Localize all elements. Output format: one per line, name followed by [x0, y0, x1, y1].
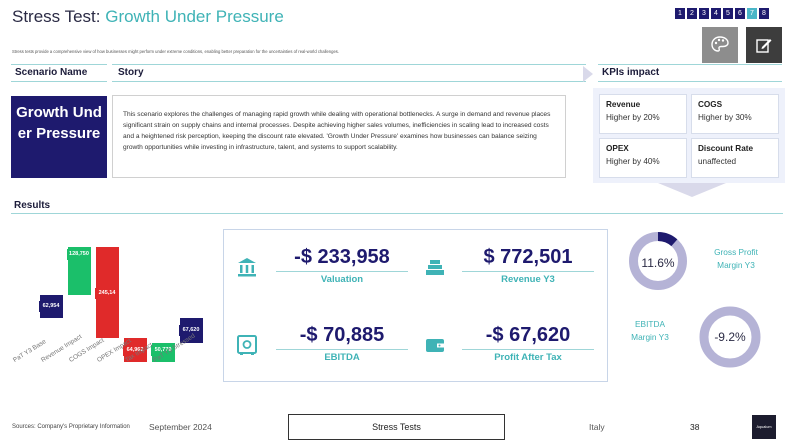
palette-icon [711, 36, 729, 52]
page-button-8[interactable]: 8 [759, 8, 769, 19]
page-title-main: Stress Test: [12, 7, 106, 26]
page-button-6[interactable]: 6 [735, 8, 745, 19]
ebitda-margin-donut [699, 306, 761, 368]
ebitda-margin-label: EBITDA Margin Y3 [616, 318, 684, 344]
footer-section: Stress Tests [288, 414, 505, 440]
page-button-5[interactable]: 5 [723, 8, 733, 19]
profit-after-tax-label: Profit After Tax [494, 352, 562, 363]
metric-divider [462, 349, 594, 350]
donut-label-line: EBITDA [635, 319, 665, 329]
kpi-title: COGS [698, 100, 723, 109]
profit-after-tax-value: -$ 67,620 [485, 324, 571, 346]
story-text: This scenario explores the challenges of… [112, 95, 566, 178]
valuation-value: -$ 233,958 [294, 246, 390, 268]
kpi-card-opex: OPEX Higher by 40% [599, 138, 687, 178]
gross-profit-margin-value: 11.6% [641, 256, 675, 270]
waterfall-value-label: 62,954 [39, 301, 63, 313]
gross-profit-arc [629, 232, 687, 290]
page-button-7[interactable]: 7 [747, 8, 757, 19]
kpi-value: unaffected [698, 157, 737, 166]
ebitda-label: EBITDA [324, 352, 360, 363]
ebitda-margin-value: -9.2% [714, 330, 746, 344]
kpi-value: Higher by 40% [606, 157, 660, 166]
footer-country: Italy [589, 422, 605, 432]
metric-divider [276, 271, 408, 272]
arrow-right-icon [583, 66, 593, 82]
story-header: Story [112, 64, 586, 82]
footer-source: Sources: Company's Proprietary Informati… [12, 424, 130, 430]
safe-icon [237, 335, 257, 355]
edit-button[interactable] [746, 27, 782, 63]
kpis-header: KPIs impact [598, 64, 782, 82]
donut-label-line: Gross Profit [714, 247, 758, 257]
page-button-4[interactable]: 4 [711, 8, 721, 19]
kpi-panel: Revenue Higher by 20% COGS Higher by 30%… [593, 88, 785, 183]
gross-profit-donut [629, 232, 687, 290]
kpi-card-revenue: Revenue Higher by 20% [599, 94, 687, 134]
page-subtitle: Stress tests provide a comprehensive vie… [12, 49, 340, 54]
metric-divider [276, 349, 408, 350]
donut-label-line: Margin Y3 [631, 332, 669, 342]
footer-date: September 2024 [149, 422, 212, 432]
kpi-value: Higher by 30% [698, 113, 752, 122]
kpi-title: Revenue [606, 100, 641, 109]
money-stack-icon [426, 260, 444, 275]
metrics-panel: -$ 233,958 Valuation $ 772,501 Revenue Y… [223, 229, 608, 382]
results-divider [11, 213, 783, 214]
waterfall-value-label: 128,750 [67, 249, 91, 261]
donut-label-line: Margin Y3 [717, 260, 755, 270]
metric-divider [462, 271, 594, 272]
valuation-label: Valuation [320, 274, 364, 285]
revenue-y3-label: Revenue Y3 [501, 274, 555, 285]
waterfall-value-label: 67,620 [179, 325, 203, 337]
results-header: Results [14, 200, 51, 211]
footer-page-number: 38 [690, 422, 700, 432]
company-logo: Aqualum [752, 415, 776, 439]
revenue-y3-value: $ 772,501 [483, 246, 573, 268]
page-title-accent: Growth Under Pressure [105, 7, 284, 26]
ebitda-value: -$ 70,885 [299, 324, 385, 346]
waterfall-value-label: 50,779 [151, 344, 175, 356]
page-button-2[interactable]: 2 [687, 8, 697, 19]
waterfall-value-label: 64,962 [123, 344, 147, 356]
kpi-title: OPEX [606, 144, 629, 153]
kpi-title: Discount Rate [698, 144, 754, 153]
kpi-value: Higher by 20% [606, 113, 660, 122]
kpi-card-cogs: COGS Higher by 30% [691, 94, 779, 134]
arrow-down-icon [658, 183, 726, 197]
page-button-3[interactable]: 3 [699, 8, 709, 19]
gross-profit-margin-label: Gross Profit Margin Y3 [700, 246, 772, 272]
page-title: Stress Test: Growth Under Pressure [12, 7, 284, 27]
scenario-header: Scenario Name [11, 64, 107, 82]
bank-icon [238, 258, 256, 277]
page-button-1[interactable]: 1 [675, 8, 685, 19]
waterfall-value-label: 245,14 [95, 287, 119, 299]
edit-icon [756, 39, 772, 53]
kpi-card-discount-rate: Discount Rate unaffected [691, 138, 779, 178]
palette-button[interactable] [702, 27, 738, 63]
wallet-icon [426, 339, 444, 352]
scenario-name: Growth Under Pressure [11, 96, 107, 178]
